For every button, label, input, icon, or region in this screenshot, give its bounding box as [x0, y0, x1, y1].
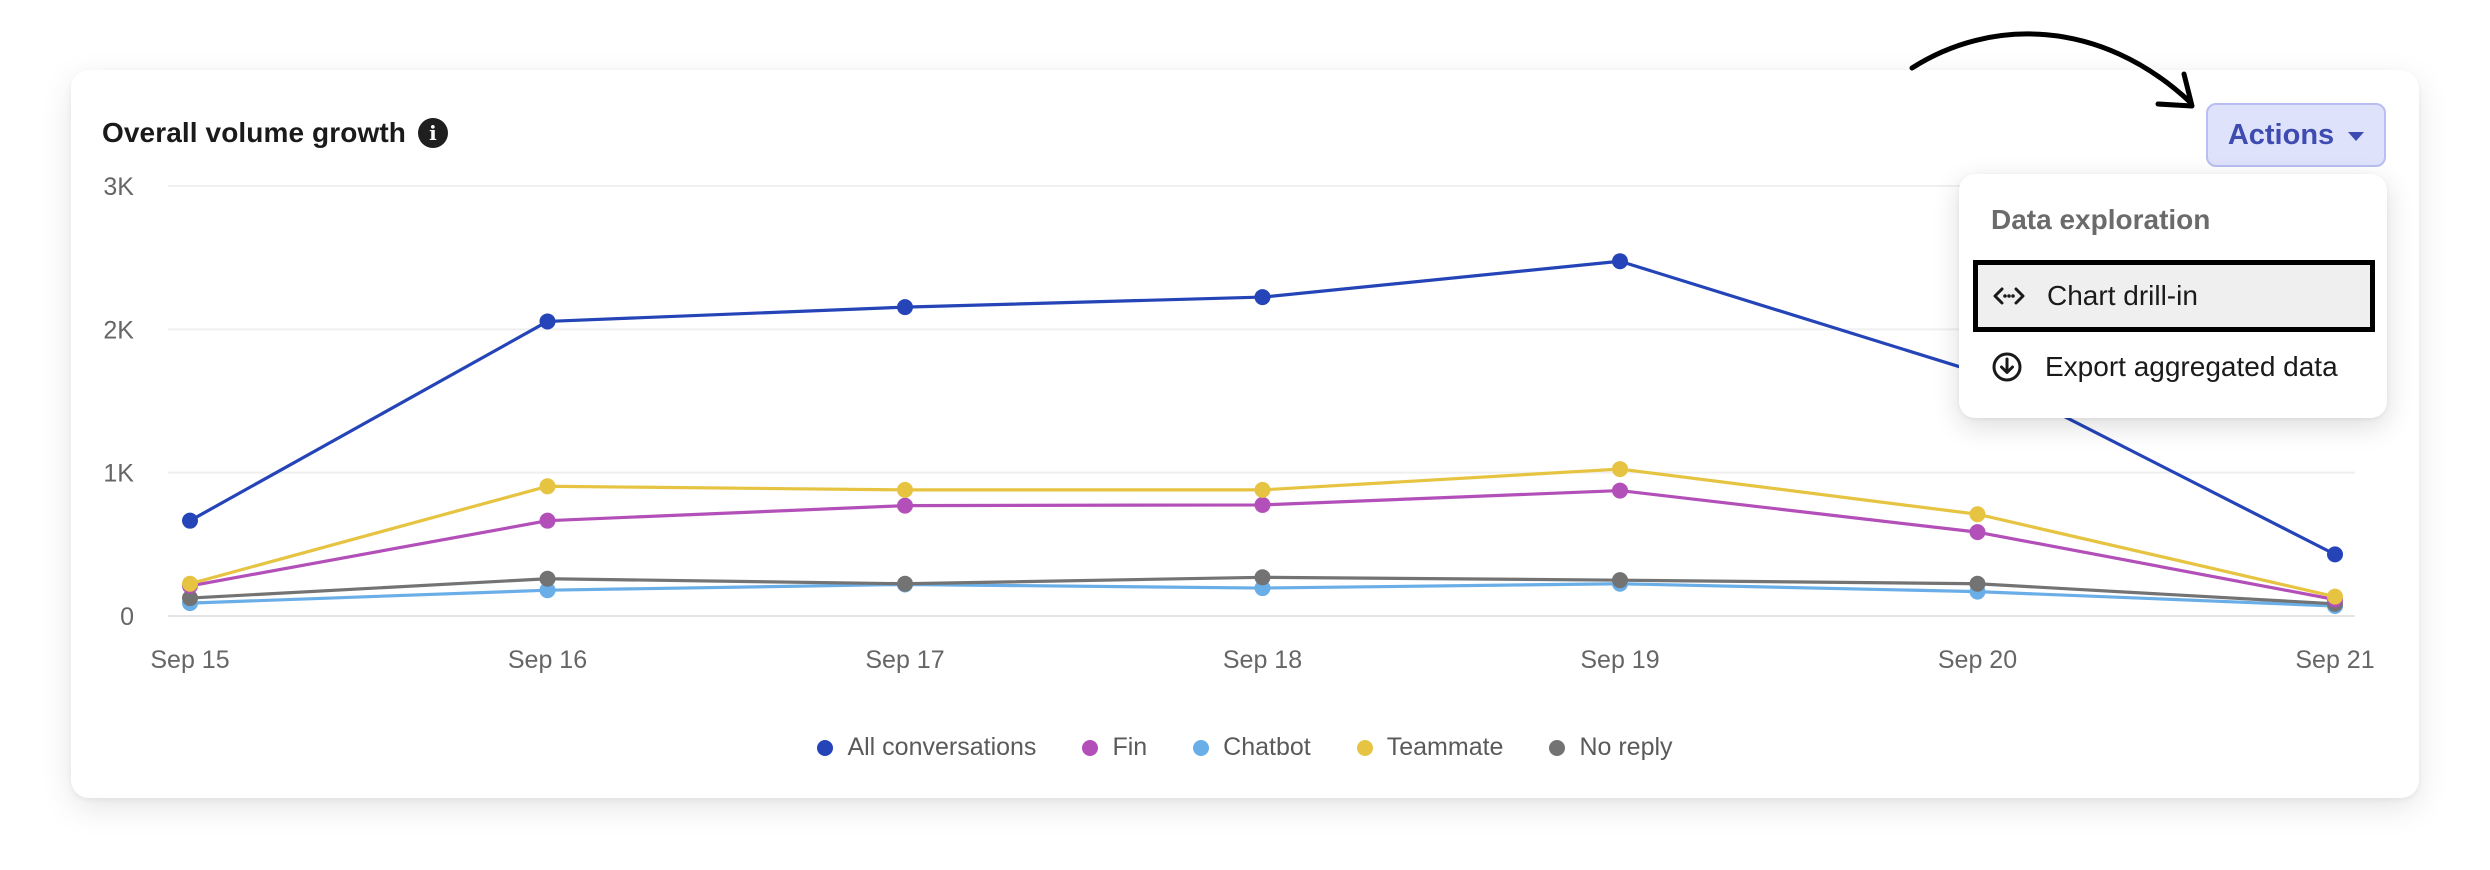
data-point	[1254, 569, 1271, 586]
data-point	[897, 497, 913, 514]
data-point	[1612, 253, 1628, 270]
curved-arrow-icon	[1909, 31, 2195, 109]
menu-item-label: Chart drill-in	[2047, 280, 2198, 311]
data-point	[1969, 524, 1986, 541]
download-circle-icon	[1991, 351, 2023, 383]
data-point	[1254, 289, 1271, 306]
caret-down-icon	[2348, 131, 2365, 141]
data-point	[1612, 482, 1628, 499]
data-point	[897, 481, 913, 498]
data-point	[539, 478, 556, 495]
menu-item-export-aggregated-data[interactable]: Export aggregated data	[1975, 333, 2371, 401]
legend-label: Chatbot	[1223, 733, 1311, 761]
legend-dot	[1193, 739, 1210, 756]
card-header: Overall volume growth i	[102, 113, 448, 153]
data-point	[1612, 572, 1628, 589]
menu-item-chart-drill-in[interactable]: Chart drill-in	[1973, 260, 2375, 332]
legend-item[interactable]: Chatbot	[1193, 733, 1311, 762]
legend-dot	[1082, 739, 1099, 756]
legend-item[interactable]: Teammate	[1356, 733, 1504, 762]
legend-item[interactable]: Fin	[1082, 733, 1147, 762]
legend-item[interactable]: No reply	[1549, 733, 1673, 762]
legend-item[interactable]: All conversations	[817, 733, 1036, 762]
data-point	[539, 512, 556, 529]
actions-dropdown-menu: Data exploration Chart drill-in	[1959, 174, 2387, 418]
x-tick-label: Sep 18	[1223, 646, 1302, 674]
data-point	[2327, 588, 2343, 605]
x-tick-label: Sep 21	[2295, 646, 2374, 674]
legend-label: All conversations	[847, 733, 1037, 761]
legend-dot	[817, 739, 834, 756]
chart-title: Overall volume growth	[102, 117, 406, 148]
data-point	[1969, 506, 1986, 523]
chart-legend: All conversations Fin Chatbot Teammate No re…	[0, 733, 2490, 762]
y-tick-label: 1K	[103, 460, 134, 488]
data-point	[897, 299, 913, 316]
y-tick-label: 2K	[103, 316, 134, 344]
info-icon[interactable]: i	[417, 118, 448, 148]
legend-label: Teammate	[1386, 733, 1504, 761]
actions-button[interactable]: Actions	[2206, 103, 2386, 167]
x-tick-label: Sep 19	[1580, 646, 1659, 674]
y-tick-label: 0	[120, 603, 134, 631]
x-tick-label: Sep 16	[508, 646, 587, 674]
legend-label: Fin	[1112, 733, 1148, 761]
data-point	[539, 582, 556, 599]
legend-label: No reply	[1579, 733, 1673, 761]
data-point	[1969, 575, 1986, 592]
actions-label: Actions	[2227, 118, 2335, 151]
x-tick-label: Sep 17	[865, 646, 944, 674]
data-point	[897, 575, 913, 592]
menu-section-header: Data exploration	[1991, 204, 2211, 235]
data-point	[182, 512, 198, 529]
menu-item-label: Export aggregated data	[2045, 351, 2338, 382]
data-point	[539, 570, 556, 587]
data-point	[1254, 496, 1271, 513]
x-tick-label: Sep 20	[1938, 646, 2017, 674]
data-point	[539, 313, 556, 330]
data-point	[182, 590, 198, 607]
code-brackets-icon	[1993, 280, 2025, 312]
data-point	[1612, 461, 1628, 478]
legend-dot	[1356, 739, 1373, 756]
x-tick-label: Sep 15	[150, 646, 229, 674]
legend-dot	[1549, 739, 1566, 756]
data-point	[2327, 546, 2343, 563]
data-point	[1254, 481, 1271, 498]
y-tick-label: 3K	[103, 173, 134, 201]
data-point	[182, 575, 198, 592]
